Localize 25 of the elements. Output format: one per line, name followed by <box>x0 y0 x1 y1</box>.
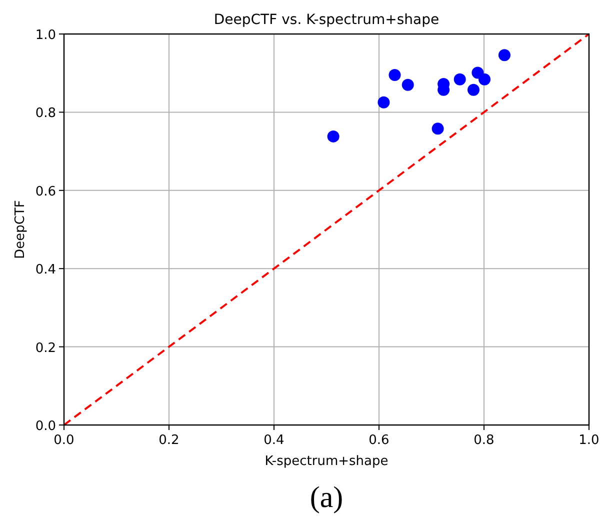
x-tick-label: 0.4 <box>264 433 284 448</box>
y-tick-label: 1.0 <box>35 28 56 43</box>
x-tick-label: 1.0 <box>578 433 600 448</box>
y-tick-label: 0.2 <box>35 340 56 356</box>
y-tick-label: 0.8 <box>35 106 56 122</box>
y-tick-label: 0.4 <box>35 262 56 278</box>
x-tick-label: 0.8 <box>474 433 494 448</box>
x-tick-label: 0.2 <box>158 433 180 448</box>
point <box>468 84 480 96</box>
point <box>432 122 444 135</box>
x-tick-label: 0.0 <box>54 433 74 448</box>
y-tick-label: 0.6 <box>35 184 56 200</box>
point <box>454 73 466 86</box>
point <box>388 69 401 82</box>
chart-title: DeepCTF vs. K-spectrum+shape <box>214 12 440 28</box>
x-axis-title: K-spectrum+shape <box>264 454 388 469</box>
point <box>327 130 340 142</box>
point <box>402 78 414 91</box>
point <box>478 73 491 86</box>
y-tick-label: 0.0 <box>35 419 56 434</box>
point <box>378 96 390 108</box>
x-tick-label: 0.6 <box>368 433 390 448</box>
point <box>498 49 510 62</box>
text: (a) <box>310 481 344 514</box>
y-axis-title: DeepCTF <box>13 200 28 259</box>
